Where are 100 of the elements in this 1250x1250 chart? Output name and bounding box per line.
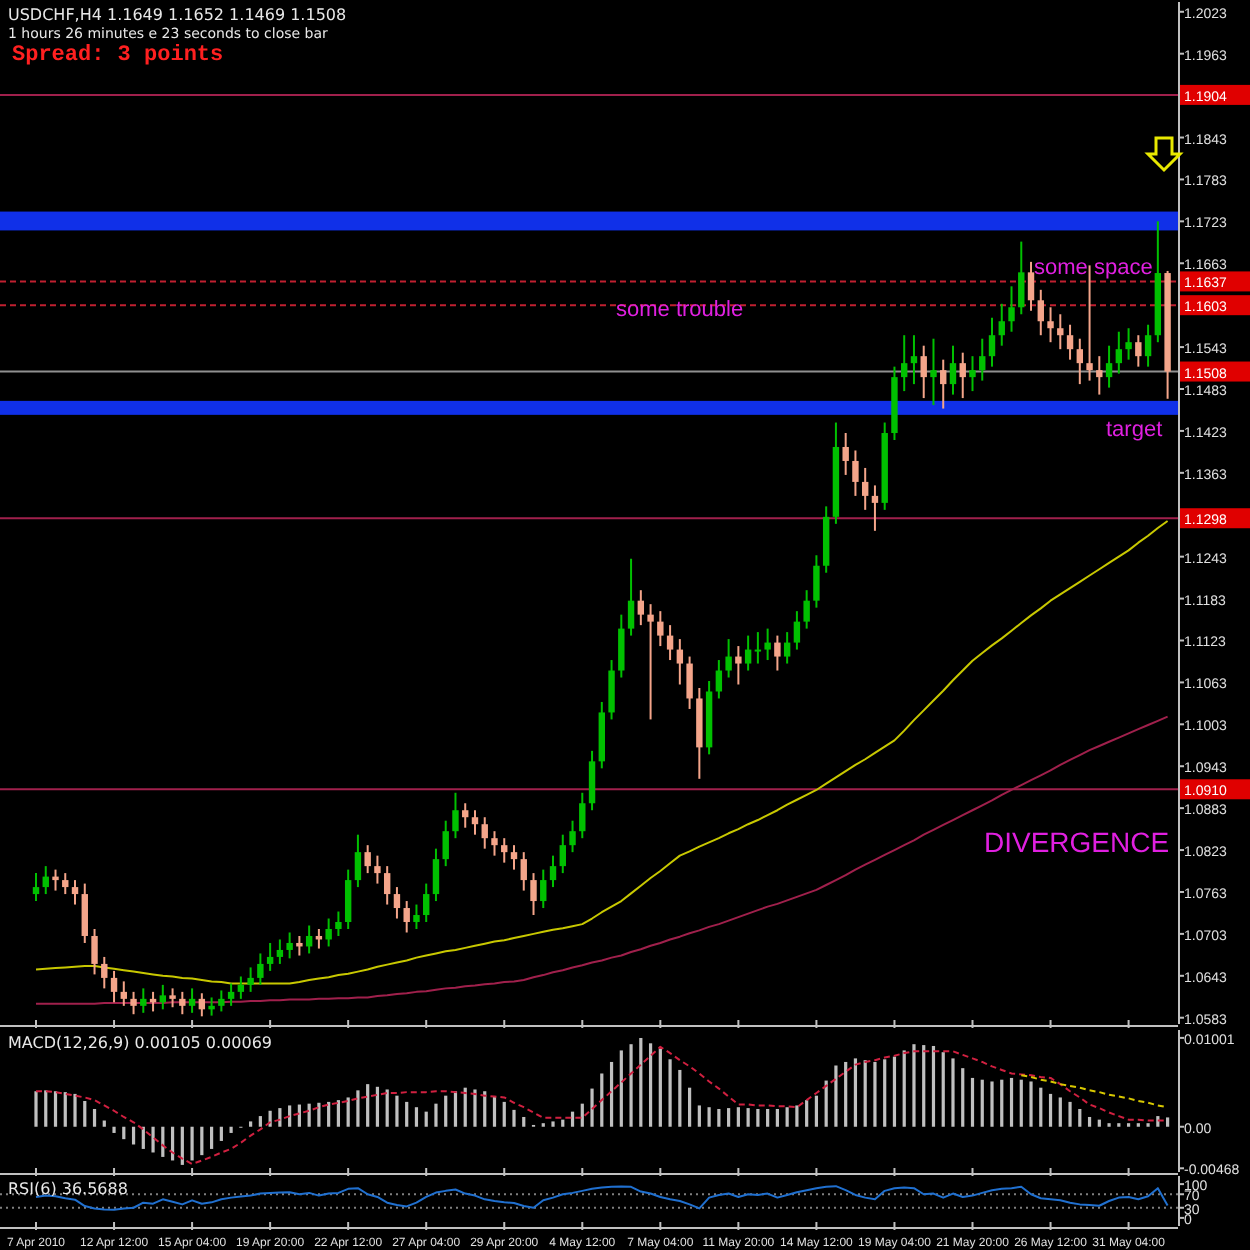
candlestick <box>432 847 440 903</box>
candlestick <box>715 659 723 700</box>
candlestick <box>423 882 430 924</box>
candlestick <box>803 589 810 630</box>
candlestick <box>637 589 645 627</box>
candlestick <box>305 924 313 955</box>
candlestick <box>501 837 508 864</box>
candlestick <box>442 819 449 868</box>
candlestick <box>335 910 342 937</box>
candlestick <box>130 990 137 1016</box>
candlestick <box>101 955 108 990</box>
annotation: target <box>1106 418 1163 442</box>
candlestick <box>1027 260 1035 312</box>
candlestick <box>1008 285 1015 333</box>
candlestick <box>666 624 674 662</box>
candlestick <box>403 900 410 934</box>
candlestick <box>1105 344 1113 389</box>
candlestick <box>120 980 127 1007</box>
candlestick <box>1018 240 1025 316</box>
annotation: some space <box>1034 256 1153 280</box>
candlestick <box>813 554 820 609</box>
annotation: DIVERGENCE <box>984 826 1170 858</box>
candlestick <box>462 802 469 829</box>
candlestick <box>852 449 859 497</box>
candlestick <box>62 872 69 896</box>
candlestick <box>481 816 488 850</box>
chart-title: MACD(12,26,9) 0.00105 0.00069 <box>8 1034 273 1052</box>
candlestick <box>657 610 664 648</box>
candlestick <box>159 983 167 1011</box>
candlestick <box>276 938 284 965</box>
candlestick <box>1057 313 1064 351</box>
candlestick <box>1144 323 1152 368</box>
candlestick <box>910 334 918 386</box>
candlestick <box>901 334 908 393</box>
candlestick <box>52 868 59 892</box>
candlestick <box>1076 337 1083 386</box>
candlestick <box>140 987 147 1014</box>
candlestick <box>793 610 801 651</box>
candlestick <box>325 917 332 948</box>
candlestick <box>1125 327 1132 361</box>
chart-title: RSI(6) 36.5688 <box>8 1180 128 1198</box>
candlestick <box>218 989 225 1013</box>
candlestick <box>871 484 879 532</box>
candlestick <box>569 819 576 854</box>
candlestick <box>735 645 742 686</box>
candlestick <box>774 634 781 672</box>
candlestick <box>354 833 362 889</box>
candlestick <box>179 990 186 1016</box>
annotation: Spread: 3 points <box>12 44 224 68</box>
candlestick <box>510 844 518 871</box>
candlestick <box>520 851 527 892</box>
candlestick <box>783 631 791 665</box>
line-series <box>1020 1074 1169 1109</box>
candlestick <box>1086 264 1093 382</box>
candlestick <box>1037 288 1044 337</box>
candlestick <box>988 316 996 368</box>
candlestick <box>188 987 196 1014</box>
candlestick <box>930 337 937 407</box>
candlestick <box>1135 334 1142 368</box>
candlestick <box>452 791 459 840</box>
candlestick <box>920 344 927 400</box>
candlestick <box>266 941 274 972</box>
candlestick <box>383 865 391 906</box>
candlestick <box>949 344 957 396</box>
candlestick <box>374 854 381 885</box>
candlestick <box>608 659 615 721</box>
candlestick <box>940 358 947 410</box>
candlestick <box>286 931 293 960</box>
annotation: some trouble <box>616 298 744 322</box>
candlestick <box>91 928 98 976</box>
candlestick <box>842 432 849 476</box>
candlestick <box>744 634 752 672</box>
candlestick <box>998 302 1005 347</box>
candlestick <box>237 975 245 1000</box>
candlestick <box>32 872 40 903</box>
candlestick <box>969 355 976 393</box>
candlestick <box>959 351 966 400</box>
candlestick <box>647 603 654 721</box>
candlestick <box>627 557 635 637</box>
candlestick <box>764 627 771 662</box>
candlestick <box>1047 306 1054 344</box>
candlestick <box>1115 330 1123 375</box>
candlestick <box>540 868 547 910</box>
candlestick <box>979 337 986 382</box>
candlestick <box>344 868 352 930</box>
candlestick <box>725 638 732 679</box>
candlestick <box>42 865 49 896</box>
candlestick <box>754 631 762 665</box>
candlestick <box>110 969 118 1004</box>
candlestick <box>81 882 88 944</box>
candlestick <box>1066 323 1074 361</box>
candlestick <box>393 886 401 920</box>
candlestick <box>861 466 869 511</box>
candlestick <box>579 791 586 840</box>
candlestick <box>471 809 479 836</box>
candlestick <box>491 830 498 857</box>
candlestick <box>530 872 537 917</box>
candlestick <box>71 879 79 906</box>
candlestick <box>1096 355 1103 396</box>
candlestick <box>676 638 684 686</box>
